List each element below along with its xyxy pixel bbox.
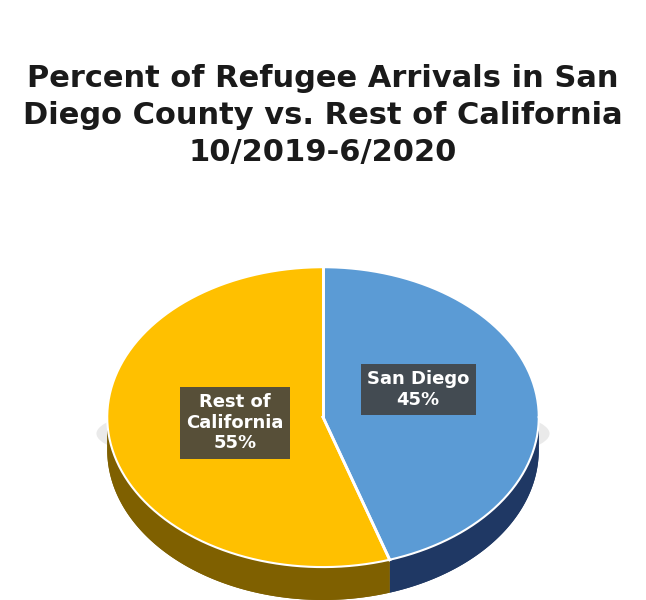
Ellipse shape — [96, 396, 550, 471]
Polygon shape — [107, 267, 390, 567]
Polygon shape — [390, 418, 539, 593]
Text: Rest of
California
55%: Rest of California 55% — [187, 393, 284, 452]
Text: San Diego
45%: San Diego 45% — [367, 370, 469, 409]
Polygon shape — [107, 418, 390, 600]
Polygon shape — [107, 418, 390, 600]
Text: Percent of Refugee Arrivals in San
Diego County vs. Rest of California
10/2019-6: Percent of Refugee Arrivals in San Diego… — [23, 64, 623, 167]
Polygon shape — [323, 267, 539, 560]
Polygon shape — [390, 418, 539, 593]
